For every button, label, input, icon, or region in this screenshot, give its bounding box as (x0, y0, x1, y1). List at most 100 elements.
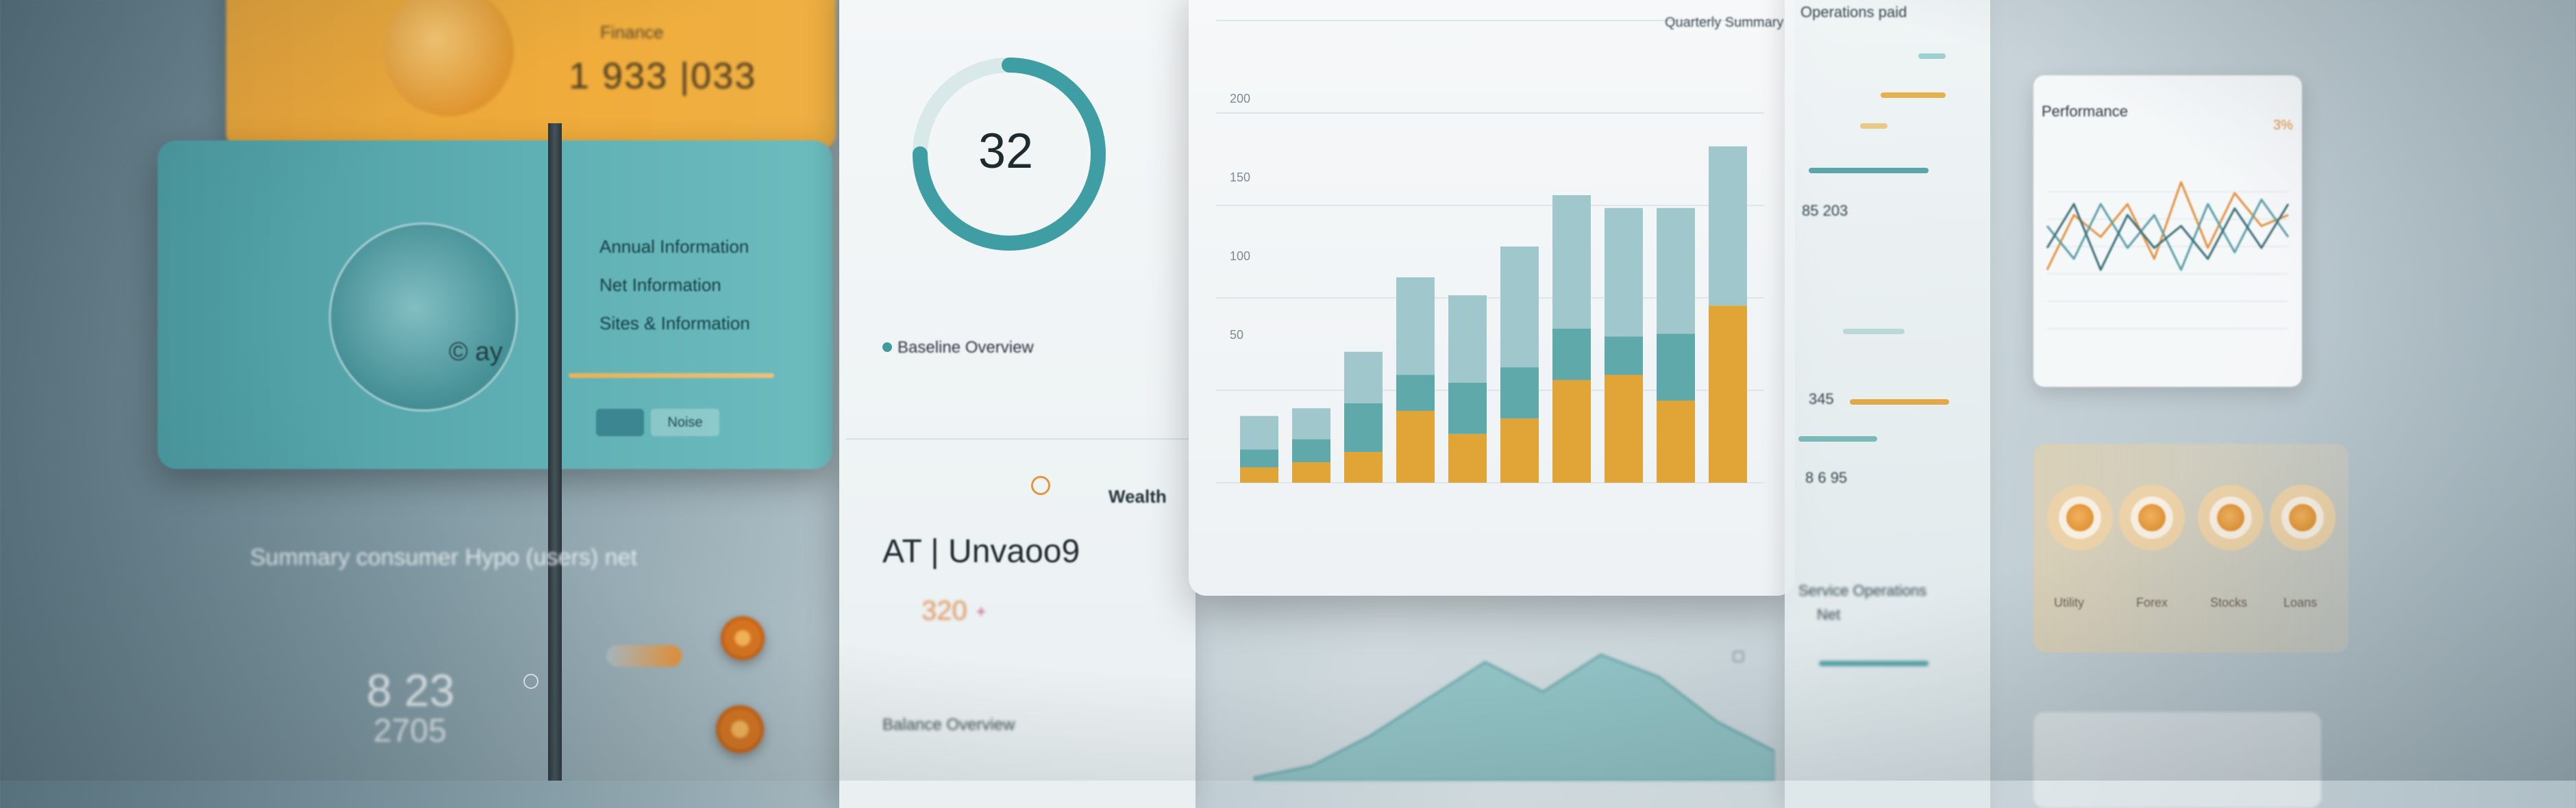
radio-dot[interactable] (523, 674, 538, 689)
information-card: © ay Annual Information Net Information … (158, 140, 832, 469)
bar-segment (1396, 375, 1435, 411)
finance-value: 1 933 |033 (569, 55, 757, 97)
metric-badge: + (976, 603, 987, 621)
secondary-button[interactable]: Noise (651, 409, 719, 436)
bar-segment (1500, 247, 1539, 368)
loans-icon[interactable] (2270, 485, 2336, 551)
progress-ring (913, 58, 1106, 251)
bar-segment (1605, 207, 1643, 337)
bottom-card (2033, 712, 2321, 808)
bar-segment (1500, 418, 1539, 483)
forex-icon[interactable] (2119, 485, 2185, 551)
bar-segment (1396, 411, 1435, 483)
bar-segment (1709, 146, 1747, 306)
progress-bar (1850, 399, 1949, 405)
progress-bar (1798, 436, 1877, 442)
foreground-pole (548, 123, 562, 781)
bar-segment (1552, 195, 1591, 329)
stocks-icon[interactable] (2198, 485, 2264, 551)
utility-icon[interactable] (2047, 485, 2113, 551)
metric-subvalue: 320 (921, 596, 967, 626)
icon-label: Loans (2283, 596, 2318, 609)
area-chart (1254, 653, 1774, 781)
bar-segment (1396, 277, 1435, 375)
bar-chart: 200 150 100 50 (1216, 20, 1764, 483)
accent-bar (569, 373, 774, 378)
icon-label: Utility (2054, 596, 2084, 609)
info-line-1: Annual Information (599, 236, 750, 257)
bar-segment (1552, 329, 1591, 380)
bar-segment (1709, 305, 1747, 483)
bar-segment (1292, 408, 1330, 440)
y-tick-label: 50 (1230, 328, 1243, 342)
legend-dot (882, 342, 892, 352)
progress-bar (1843, 329, 1905, 334)
bar-segment (1344, 403, 1383, 452)
y-tick-label: 150 (1230, 171, 1250, 184)
service-title: Service Operations (1798, 582, 1927, 599)
operations-value-1: 85 203 (1802, 202, 1848, 219)
info-line-3: Sites & Information (599, 313, 750, 333)
globe-icon (329, 223, 518, 412)
bar-segment (1292, 439, 1330, 462)
ring-value: 32 (978, 124, 1034, 179)
area-chart-marker: ▢ (1732, 648, 1745, 664)
line-series (2046, 199, 2290, 271)
progress-bar (1881, 92, 1946, 98)
performance-panel (2033, 75, 2302, 387)
bar-segment (1344, 452, 1383, 483)
performance-badge: 3% (2273, 118, 2293, 133)
bar-segment (1240, 416, 1278, 450)
progress-bar (1809, 168, 1929, 173)
y-tick-label: 100 (1230, 249, 1250, 263)
bar-segment (1448, 295, 1487, 383)
progress-bar (1860, 123, 1887, 129)
line-series (2046, 181, 2289, 270)
dial-knob-icon[interactable] (721, 616, 765, 660)
info-icon[interactable] (1031, 476, 1050, 495)
globe-label: © ay (449, 338, 503, 366)
info-line-2: Net Information (599, 275, 721, 295)
operations-value-3: 8 6 95 (1805, 469, 1848, 486)
operations-title: Operations paid (1800, 3, 1907, 21)
footer-label: Balance Overview (882, 716, 1015, 734)
progress-bar (1918, 53, 1946, 59)
bar-segment (1657, 401, 1695, 483)
operations-value-2: 345 (1809, 390, 1834, 407)
legend-label: Baseline Overview (897, 338, 1034, 357)
service-sub: Net (1817, 606, 1841, 623)
finance-card: Finance 1 933 |033 (226, 0, 836, 151)
line-series (2046, 203, 2290, 271)
y-tick-label: 200 (1230, 92, 1250, 105)
icon-label: Stocks (2210, 596, 2248, 609)
bar-segment (1240, 449, 1278, 468)
bar-segment (1605, 336, 1643, 375)
metric-title: Wealth (1109, 486, 1167, 507)
progress-bar (1819, 661, 1929, 666)
bar-segment (1344, 351, 1383, 403)
bar-segment (1657, 207, 1695, 334)
summary-value-sub: 2705 (373, 713, 447, 749)
bar-segment (1448, 382, 1487, 434)
icon-label: Forex (2136, 596, 2168, 609)
globe-icon (384, 0, 514, 116)
bar-segment (1500, 367, 1539, 419)
toggle-switch[interactable] (606, 645, 682, 667)
primary-button[interactable] (596, 409, 644, 436)
summary-value-main: 8 23 (367, 665, 455, 716)
divider (846, 438, 1189, 440)
performance-title: Performance (2042, 103, 2128, 120)
bar-segment (1657, 333, 1695, 401)
bar-segment (1448, 433, 1487, 483)
quick-actions-panel: Utility Forex Stocks Loans (2033, 444, 2349, 653)
finance-label: Finance (600, 22, 664, 42)
bar-segment (1552, 380, 1591, 483)
metric-value: AT | Unvaoo9 (882, 533, 1080, 570)
dial-knob-icon[interactable] (716, 705, 764, 753)
bar-segment (1605, 375, 1643, 483)
bar-segment (1240, 467, 1278, 483)
line-chart (2046, 181, 2290, 329)
summary-heading: Summary consumer Hypo (users) net (250, 544, 637, 570)
chart-header: Quarterly Summary (1665, 15, 1784, 30)
bar-segment (1292, 462, 1330, 483)
